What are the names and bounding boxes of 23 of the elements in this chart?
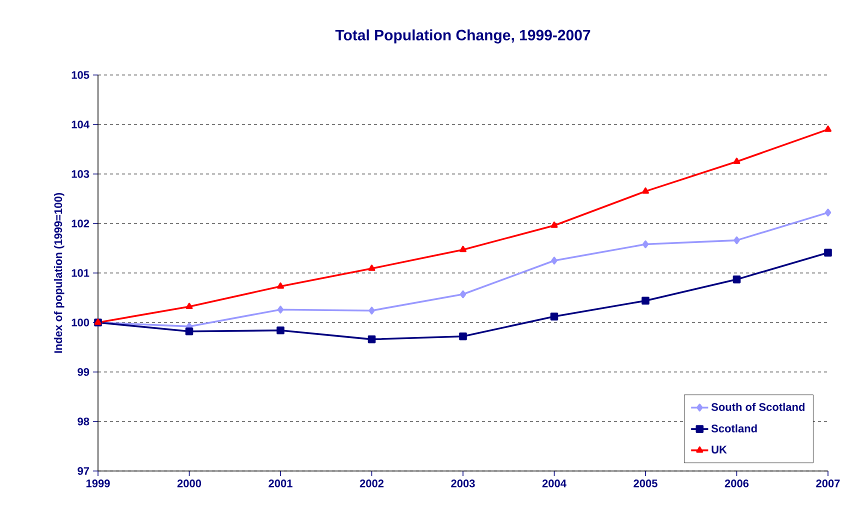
y-tick-label: 101	[72, 269, 90, 277]
y-tick-label: 104	[72, 120, 90, 128]
legend-label: Scotland	[711, 424, 757, 432]
y-tick-label: 99	[78, 368, 90, 376]
x-tick-label: 1999	[86, 480, 110, 488]
x-tick-label: 2001	[268, 480, 292, 488]
legend-label: South of Scotland	[711, 402, 804, 411]
legend-label: UK	[712, 446, 727, 454]
x-tick-label: 2005	[634, 480, 658, 488]
y-tick-label: 97	[78, 467, 90, 475]
x-tick-label: 2002	[360, 480, 384, 488]
chart-title: Total Population Change, 1999-2007	[335, 29, 590, 44]
x-tick-label: 2003	[451, 480, 475, 488]
y-tick-label: 105	[72, 71, 90, 79]
x-tick-label: 2004	[542, 480, 566, 488]
x-tick-label: 2007	[816, 480, 840, 488]
y-axis-title: Index of population (1999=100)	[54, 193, 64, 353]
y-tick-label: 102	[72, 220, 90, 228]
y-tick-label: 100	[72, 318, 90, 326]
y-tick-label: 98	[78, 418, 90, 426]
x-tick-label: 2006	[724, 480, 749, 488]
y-tick-label: 103	[72, 170, 90, 178]
x-tick-label: 2000	[177, 480, 202, 488]
